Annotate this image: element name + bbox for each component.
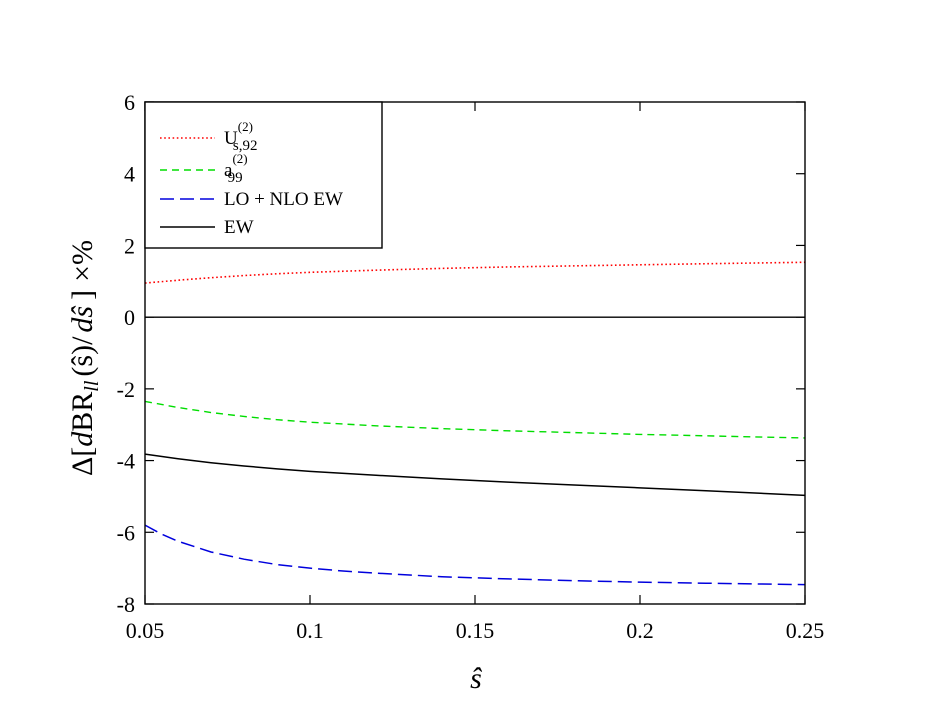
y-tick-label: 0 (124, 305, 135, 330)
legend-label-us92: U(2) s,92 (224, 119, 258, 154)
series-line-us92 (144, 261, 806, 284)
y-tick-label: -6 (117, 520, 135, 545)
series-line-ew (144, 453, 806, 497)
plot-frame (144, 101, 806, 605)
y-label-d2: d (66, 317, 99, 333)
x-axis-label: ŝ (470, 662, 482, 695)
legend: U(2) s,92a(2) 99 LO + NLO EW EW (144, 101, 383, 249)
y-tick-label: -2 (117, 377, 135, 402)
x-tick-label: 0.05 (126, 618, 165, 643)
y-tick-label: -8 (117, 592, 135, 617)
y-tick-label: 2 (124, 233, 135, 258)
y-label-arg: (ŝ)/ (66, 336, 99, 377)
x-tick-label: 0.2 (626, 618, 654, 643)
series-line-lonlo (144, 524, 806, 586)
legend-box (144, 101, 383, 249)
y-tick-label: 4 (124, 162, 135, 187)
series-line-a99 (144, 400, 806, 439)
series-lines (144, 261, 806, 586)
y-tick-label: 6 (124, 90, 135, 115)
x-tick-label: 0.25 (786, 618, 825, 643)
y-label-percent: % (66, 240, 99, 265)
y-label-d1: d (66, 431, 99, 447)
x-tick-label: 0.1 (296, 618, 324, 643)
y-axis-label: Δ[dBRll(ŝ)/dŝ]×% (66, 240, 103, 476)
y-label-br: BR (66, 392, 99, 432)
tick-labels: 0.05 0.1 0.15 0.2 0.25 -8 -6 -4 -2 0 2 4 6 (117, 90, 825, 643)
y-label-open-bracket: [ (66, 447, 99, 457)
y-label-sub: ll (81, 380, 103, 392)
legend-label-a99: a(2) 99 (224, 151, 248, 186)
y-label-close-bracket: ] (66, 290, 99, 300)
y-label-times: × (66, 265, 99, 282)
y-label-delta: Δ (66, 457, 99, 476)
y-tick-label: -4 (117, 449, 135, 474)
y-label-shat: ŝ (66, 306, 99, 318)
legend-label-ew: EW (224, 217, 254, 238)
legend-label-lonlo: LO + NLO EW (224, 189, 343, 210)
x-tick-label: 0.15 (456, 618, 495, 643)
